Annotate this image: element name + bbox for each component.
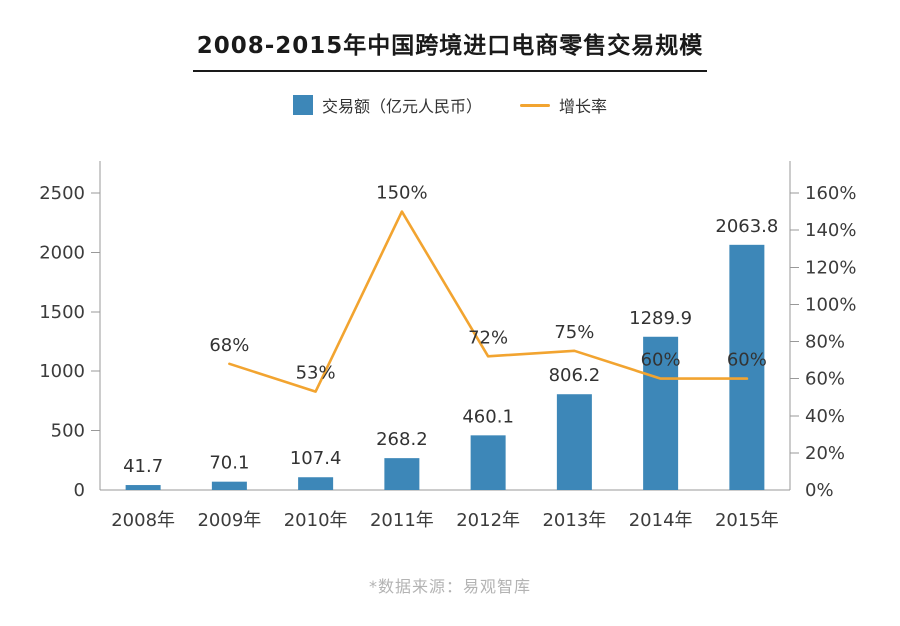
right-axis-tick-label: 100% — [805, 294, 856, 315]
bar-value-label: 1289.9 — [629, 308, 692, 329]
page-title: 2008-2015年中国跨境进口电商零售交易规模 — [192, 26, 708, 72]
legend-bars-label: 交易额（亿元人民币） — [321, 97, 482, 116]
bar-value-label: 806.2 — [549, 365, 601, 386]
line-series-swatch-icon — [520, 103, 550, 107]
title-wrap: 2008-2015年中国跨境进口电商零售交易规模 — [0, 0, 900, 72]
bar-value-label: 2063.8 — [715, 216, 778, 237]
x-axis-category-label: 2014年 — [629, 510, 693, 531]
x-axis-category-label: 2015年 — [715, 510, 779, 531]
line-value-label: 60% — [641, 350, 681, 371]
right-axis-tick-label: 40% — [805, 406, 845, 427]
bar-value-label: 107.4 — [290, 448, 342, 469]
x-axis-category-label: 2008年 — [111, 510, 175, 531]
bar — [729, 244, 765, 490]
bar — [556, 394, 592, 490]
left-axis-tick-label: 0 — [74, 480, 85, 501]
x-axis-category-label: 2013年 — [542, 510, 606, 531]
right-axis-tick-label: 120% — [805, 257, 856, 278]
x-axis-category-label: 2012年 — [456, 510, 520, 531]
bar — [211, 481, 247, 490]
legend-item-line: 增长率 — [520, 93, 607, 117]
bar-series-swatch-icon — [292, 95, 313, 115]
x-axis-category-label: 2009年 — [197, 510, 261, 531]
chart-legend: 交易额（亿元人民币） 增长率 — [0, 93, 900, 117]
bar — [470, 435, 506, 490]
line-value-label: 150% — [376, 183, 427, 204]
bar-value-label: 460.1 — [462, 406, 514, 427]
bar-value-label: 70.1 — [209, 453, 249, 474]
left-axis-tick-label: 1500 — [39, 302, 85, 323]
left-axis-tick-label: 500 — [51, 421, 85, 442]
bar-value-label: 41.7 — [123, 456, 163, 477]
bar — [125, 485, 161, 490]
bar — [384, 458, 420, 490]
line-value-label: 68% — [209, 335, 249, 356]
right-axis-tick-label: 80% — [805, 332, 845, 353]
line-value-label: 72% — [468, 327, 508, 348]
bar — [643, 336, 679, 490]
line-value-label: 60% — [727, 350, 767, 371]
line-value-label: 53% — [296, 363, 336, 384]
line-value-label: 75% — [554, 322, 594, 343]
x-axis-category-label: 2010年 — [284, 510, 348, 531]
bar-value-label: 268.2 — [376, 429, 428, 450]
right-axis-tick-label: 0% — [805, 480, 834, 501]
right-axis-tick-label: 140% — [805, 220, 856, 241]
right-axis-tick-label: 60% — [805, 369, 845, 390]
x-axis-category-label: 2011年 — [370, 510, 434, 531]
left-axis-tick-label: 2000 — [39, 242, 85, 263]
data-source-note: *数据来源：易观智库 — [368, 577, 531, 596]
combo-chart: 0 500 1000 1500 2000 2500 0% 20% 40% 60% 80% 100% 12… — [39, 161, 856, 531]
left-axis-tick-label: 1000 — [39, 361, 85, 382]
right-axis-tick-label: 20% — [805, 443, 845, 464]
bar — [298, 477, 334, 490]
legend-line-label: 增长率 — [559, 97, 608, 116]
legend-item-bars: 交易额（亿元人民币） — [292, 93, 482, 117]
growth-rate-line — [228, 210, 749, 393]
left-axis-tick-label: 2500 — [39, 183, 85, 204]
right-axis-tick-label: 160% — [805, 183, 856, 204]
